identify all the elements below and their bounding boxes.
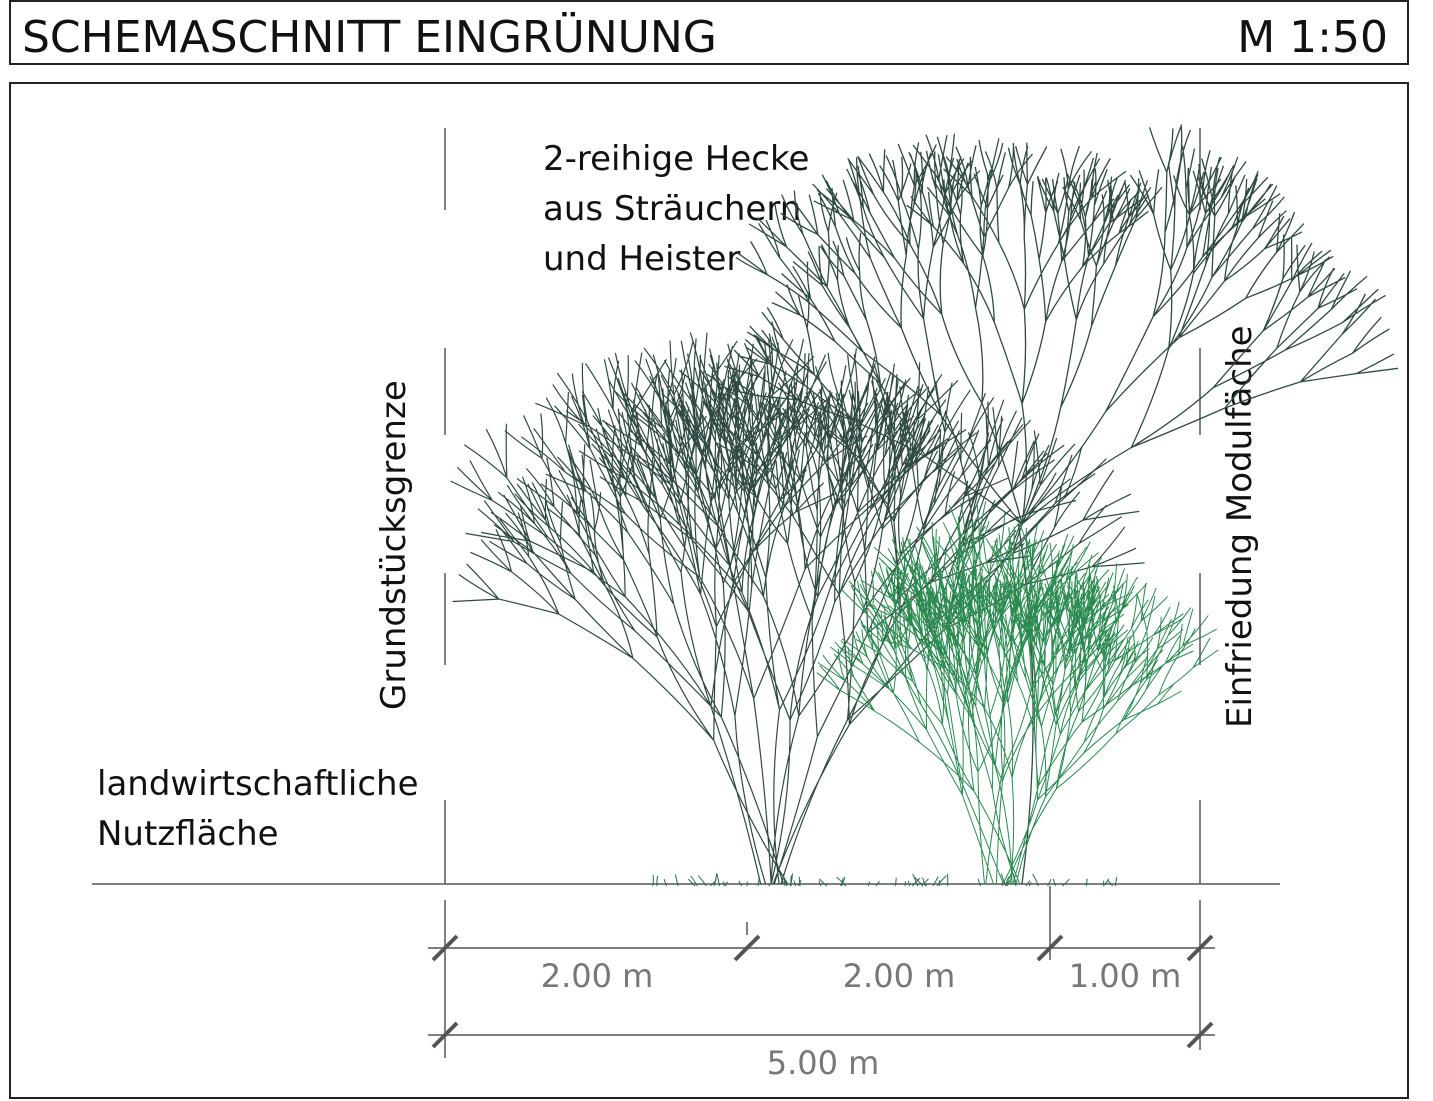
shrub	[450, 332, 1145, 885]
scale: M 1:50	[1237, 12, 1388, 63]
hedge-label: aus Sträuchern	[543, 189, 801, 229]
dimension-label: 2.00 m	[843, 957, 956, 995]
fence-label: Einfriedung Modulfäche	[1220, 325, 1260, 728]
tree	[724, 124, 1399, 885]
green-shrub	[816, 500, 1219, 885]
dimension-label: 2.00 m	[541, 957, 654, 995]
hedge-label: und Heister	[543, 239, 740, 279]
dimension-lines	[428, 886, 1215, 1058]
plants	[450, 124, 1399, 887]
frame	[9, 82, 1409, 1099]
area-label: Nutzfläche	[97, 814, 279, 854]
grass	[652, 873, 1118, 887]
dimension-label: 1.00 m	[1069, 957, 1182, 995]
property-line-label: Grundstücksgrenze	[374, 380, 414, 710]
title-box	[9, 0, 1409, 65]
area-label: landwirtschaftliche	[97, 764, 419, 804]
dimension-total: 5.00 m	[767, 1044, 880, 1082]
hedge-label: 2-reihige Hecke	[543, 139, 809, 179]
title: SCHEMASCHNITT EINGRÜNUNG	[22, 11, 717, 63]
